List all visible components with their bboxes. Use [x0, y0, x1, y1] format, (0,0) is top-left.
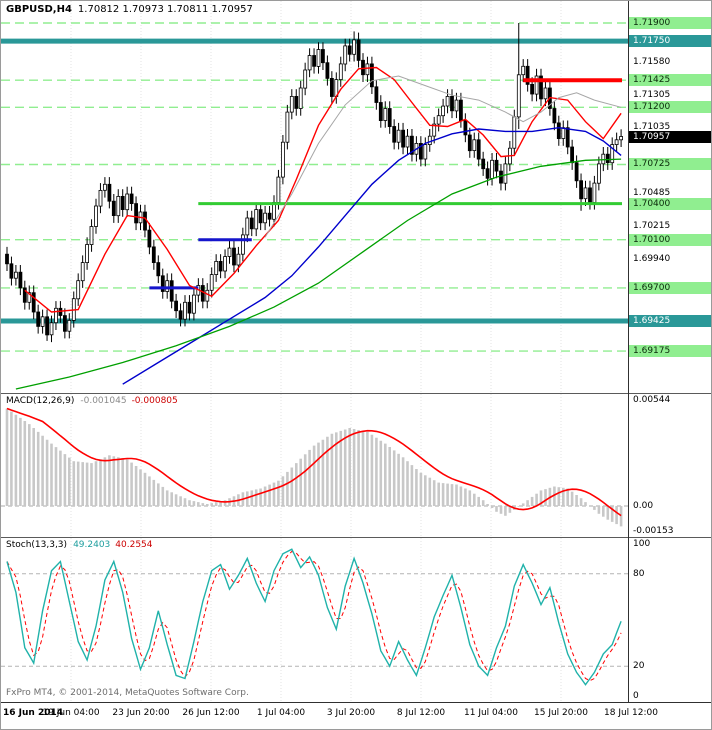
stoch-k-line[interactable]: [6, 548, 622, 686]
price-label: 1.70957: [629, 131, 711, 143]
stoch-d-value: 40.2554: [115, 540, 153, 550]
stoch-indicator-name: Stoch(13,3,3): [6, 540, 68, 550]
copyright-text: FxPro MT4, © 2001-2014, MetaQuotes Softw…: [6, 688, 249, 698]
stochastic-canvas[interactable]: [1, 538, 628, 702]
grid-vlines: [70, 394, 562, 537]
stoch-axis-label: 100: [633, 539, 651, 549]
time-label: 3 Jul 20:00: [326, 708, 376, 718]
price-label: 1.70215: [633, 221, 671, 231]
price-label: 1.71305: [633, 90, 671, 100]
price-label: 1.71900: [629, 17, 711, 29]
time-label: 23 Jun 20:00: [112, 708, 170, 718]
price-label: 1.69700: [629, 282, 711, 294]
price-label: 1.71035: [633, 122, 671, 132]
gray-ma-line[interactable]: [264, 75, 622, 238]
time-label: 8 Jul 12:00: [396, 708, 446, 718]
candles: [5, 23, 623, 343]
price-label: 1.70725: [629, 158, 711, 170]
stoch-axis-label: 20: [633, 661, 645, 671]
macd-label-row: MACD(12,26,9) -0.001045 -0.000805: [6, 396, 178, 406]
time-label: 26 Jun 12:00: [182, 708, 240, 718]
macd-signal-line[interactable]: [6, 407, 622, 517]
macd-canvas[interactable]: [1, 394, 628, 537]
axis-separator[interactable]: [628, 1, 629, 702]
time-label: 15 Jul 20:00: [534, 708, 588, 718]
price-label: 1.71200: [629, 101, 711, 113]
stochastic-panel: Stoch(13,3,3) 49.2403 40.2554 FxPro MT4, ©…: [1, 538, 711, 702]
stoch-d-line[interactable]: [6, 550, 622, 682]
price-chart-canvas[interactable]: [1, 1, 628, 393]
price-label: 1.70485: [633, 188, 671, 198]
grid-vlines: [70, 1, 562, 393]
stoch-k-value: 49.2403: [73, 540, 111, 550]
macd-axis-label: 0.00544: [633, 395, 671, 405]
symbol-timeframe: GBPUSD,H4: [6, 4, 72, 15]
price-label: 1.71750: [629, 35, 711, 47]
macd-main-value: -0.001045: [80, 396, 127, 406]
red-ma-line[interactable]: [24, 66, 622, 313]
chart-title: GBPUSD,H4 1.70812 1.70973 1.70811 1.70957: [6, 4, 253, 15]
ohlc-values: 1.70812 1.70973 1.70811 1.70957: [77, 4, 253, 15]
grid-vlines: [70, 538, 562, 702]
price-label: 1.69175: [629, 345, 711, 357]
macd-signal-value: -0.000805: [131, 396, 178, 406]
macd-indicator-name: MACD(12,26,9): [6, 396, 75, 406]
time-axis-separator: [1, 702, 711, 703]
time-label: 19 Jun 04:00: [42, 708, 100, 718]
time-label: 18 Jul 12:00: [604, 708, 658, 718]
price-label: 1.69940: [633, 254, 671, 264]
macd-panel: MACD(12,26,9) -0.001045 -0.000805: [1, 394, 711, 537]
price-label: 1.70100: [629, 234, 711, 246]
stoch-axis-label: 0: [633, 691, 639, 701]
time-axis[interactable]: 16 Jun 2014 19 Jun 04:00 23 Jun 20:00 26 Ju…: [1, 703, 711, 729]
macd-histogram: [5, 408, 623, 527]
green-ma-line[interactable]: [15, 158, 622, 390]
panel-separator[interactable]: [1, 393, 711, 394]
price-panel: GBPUSD,H4 1.70812 1.70973 1.70811 1.70957…: [1, 1, 711, 393]
price-label: 1.70400: [629, 198, 711, 210]
time-label: 11 Jul 04:00: [464, 708, 518, 718]
panel-separator[interactable]: [1, 537, 711, 538]
price-label: 1.71425: [629, 74, 711, 86]
stoch-axis-label: 80: [633, 569, 645, 579]
macd-axis-label: 0.00: [633, 501, 654, 511]
price-label: 1.69425: [629, 315, 711, 327]
time-label: 16 Jun 2014: [3, 708, 64, 718]
time-label: 1 Jul 04:00: [256, 708, 306, 718]
price-label: 1.71580: [633, 57, 671, 67]
macd-axis-label: -0.00153: [633, 526, 674, 536]
stoch-label-row: Stoch(13,3,3) 49.2403 40.2554: [6, 540, 153, 550]
blue-ma-line[interactable]: [122, 126, 622, 385]
